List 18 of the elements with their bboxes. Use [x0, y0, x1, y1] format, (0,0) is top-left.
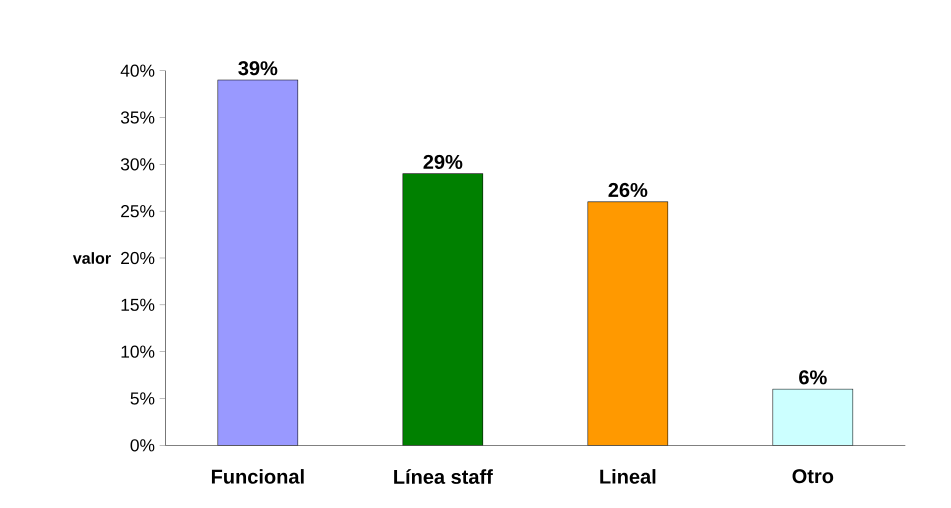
- y-axis-title: valor: [72, 252, 111, 264]
- x-tick-label: Funcional: [212, 469, 304, 484]
- y-tick-label: 5%: [130, 392, 154, 405]
- x-tick-label: Línea staff: [394, 469, 493, 484]
- x-tick-label: Otro: [792, 469, 834, 484]
- y-tick-label: 25%: [121, 205, 154, 218]
- y-tick-label: 15%: [122, 298, 154, 311]
- y-tick-label: 40%: [120, 64, 154, 77]
- data-label: 26%: [608, 182, 648, 198]
- y-tick-label: 20%: [121, 252, 154, 264]
- data-label: 6%: [799, 370, 827, 384]
- data-label: 39%: [238, 61, 278, 76]
- y-tick-label: 30%: [120, 158, 154, 170]
- x-tick-label: Lineal: [600, 469, 656, 484]
- y-tick-label: 10%: [122, 346, 154, 358]
- data-label: 29%: [424, 154, 462, 169]
- y-tick-label: 0%: [130, 439, 154, 452]
- y-tick-label: 35%: [120, 111, 154, 124]
